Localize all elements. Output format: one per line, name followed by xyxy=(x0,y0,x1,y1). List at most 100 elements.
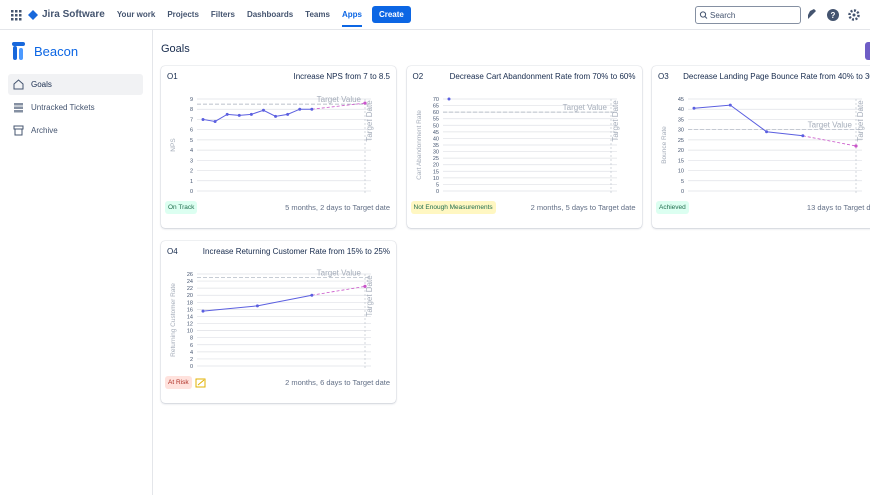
measurement-point xyxy=(310,107,314,111)
status-badge: Achieved xyxy=(656,201,689,214)
settings[interactable] xyxy=(848,9,860,21)
app-switcher[interactable] xyxy=(10,9,22,21)
sidebar-item[interactable]: Archive xyxy=(8,120,143,141)
help[interactable] xyxy=(827,9,839,21)
svg-text:?: ? xyxy=(831,11,836,20)
nav-item[interactable]: Filters xyxy=(210,10,235,19)
y-tick-label: 25 xyxy=(432,156,438,162)
projection-line xyxy=(311,285,366,296)
y-tick-label: 5 xyxy=(190,138,193,144)
due-text: 2 months, 6 days to Target date xyxy=(285,378,390,387)
measurement-point xyxy=(298,107,302,111)
y-tick-label: 9 xyxy=(190,97,193,103)
measurement-line xyxy=(202,294,312,312)
y-tick-label: 25 xyxy=(678,138,684,144)
target-value-label: Target Value xyxy=(317,95,362,104)
measurement-point xyxy=(249,112,253,116)
new-goal-button[interactable] xyxy=(865,42,870,60)
nav-item[interactable]: Your work xyxy=(116,10,156,19)
measurement-point xyxy=(728,103,732,107)
goal-chart: Returning Customer Rate02468101214161820… xyxy=(170,269,374,370)
goal-card[interactable]: O2 Decrease Cart Abandonment Rate from 70… xyxy=(406,66,642,228)
jira-logo[interactable] xyxy=(28,9,38,20)
target-value-label: Target Value xyxy=(808,121,853,130)
target-date-label: Target Date xyxy=(365,275,374,317)
target-date-label: Target Date xyxy=(856,100,865,142)
create-button[interactable]: Create xyxy=(371,6,411,23)
measurement-line xyxy=(202,108,312,123)
y-tick-label: 15 xyxy=(432,169,438,175)
icon xyxy=(197,379,205,386)
goal-card[interactable]: O1 Increase NPS from 7 to 8.5 On Track 5 mo… xyxy=(161,66,396,228)
measurement-point xyxy=(225,112,229,116)
measurement-point xyxy=(201,309,205,313)
y-axis-label: Returning Customer Rate xyxy=(170,283,177,357)
goal-title: Decrease Cart Abandonment Rate from 70% … xyxy=(449,72,636,81)
nav-item[interactable]: Teams xyxy=(305,10,330,19)
goal-id: O4 xyxy=(167,247,178,256)
status-badge: Not Enough Measurements xyxy=(410,201,496,214)
y-axis-label: NPS xyxy=(170,138,177,152)
sidebar-label: Untracked Tickets xyxy=(31,103,95,112)
goal-chart: Cart Abandonment Rate0510152025303540455… xyxy=(416,97,620,195)
y-tick-label: 10 xyxy=(187,329,193,335)
goal-card[interactable]: O3 Decrease Landing Page Bounce Rate from… xyxy=(652,66,870,228)
y-tick-label: 20 xyxy=(678,148,684,154)
measurement-point xyxy=(274,114,278,118)
y-tick-label: 4 xyxy=(190,350,193,356)
sidebar: Beacon Goals Untracked Tickets Archive xyxy=(0,30,153,495)
y-tick-label: 40 xyxy=(432,136,438,142)
y-tick-label: 4 xyxy=(190,148,193,154)
sidebar-item[interactable]: Untracked Tickets xyxy=(8,97,143,118)
y-axis-label: Bounce Rate xyxy=(661,126,668,164)
icon xyxy=(195,378,206,388)
goal-id: O1 xyxy=(167,72,178,81)
y-tick-label: 30 xyxy=(432,150,438,156)
y-tick-label: 40 xyxy=(678,107,684,113)
project-title[interactable]: Beacon xyxy=(34,44,79,59)
product-name[interactable]: Jira Software xyxy=(42,9,105,20)
project-logo xyxy=(12,42,25,60)
projection-line xyxy=(802,135,857,147)
y-tick-label: 20 xyxy=(432,163,438,169)
target-date-label: Target Date xyxy=(365,100,374,142)
goal-title: Increase NPS from 7 to 8.5 xyxy=(293,72,391,81)
measurement-point xyxy=(255,304,259,308)
y-tick-label: 45 xyxy=(678,97,684,103)
notifications[interactable] xyxy=(808,9,816,19)
nav-item[interactable]: Dashboards xyxy=(246,10,294,19)
y-tick-label: 20 xyxy=(187,293,193,299)
search-placeholder: Search xyxy=(710,10,736,20)
goal-title: Decrease Landing Page Bounce Rate from 4… xyxy=(683,72,870,81)
sidebar-label: Archive xyxy=(31,126,58,135)
nav-icons: ? xyxy=(808,9,860,21)
y-tick-label: 0 xyxy=(190,364,193,370)
y-tick-label: 5 xyxy=(681,179,684,185)
y-tick-label: 12 xyxy=(187,322,193,328)
y-tick-label: 7 xyxy=(190,117,193,123)
y-tick-label: 55 xyxy=(432,117,438,123)
goal-card[interactable]: O4 Increase Returning Customer Rate from … xyxy=(161,241,396,403)
nav-item[interactable]: Apps xyxy=(341,2,362,27)
y-tick-label: 14 xyxy=(187,314,193,320)
due-text: 5 months, 2 days to Target date xyxy=(285,203,390,212)
goal-id: O3 xyxy=(658,72,669,81)
y-tick-label: 3 xyxy=(190,158,193,164)
search-box[interactable]: Search xyxy=(695,6,801,24)
y-tick-label: 50 xyxy=(432,123,438,129)
goal-header: O3 Decrease Landing Page Bounce Rate from… xyxy=(658,72,870,81)
nav-item[interactable]: Projects xyxy=(167,10,199,19)
projection-point xyxy=(363,101,367,105)
status-badge: At Risk xyxy=(165,376,192,389)
y-tick-label: 2 xyxy=(190,169,193,175)
measurement-point xyxy=(801,134,805,138)
target-value-label: Target Value xyxy=(562,103,607,112)
goal-header: O1 Increase NPS from 7 to 8.5 xyxy=(167,72,390,81)
sidebar-item[interactable]: Goals xyxy=(8,74,143,95)
y-tick-label: 24 xyxy=(187,279,193,285)
page-title: Goals xyxy=(161,43,190,55)
warning-icon xyxy=(195,378,206,388)
projection-point xyxy=(363,284,367,288)
